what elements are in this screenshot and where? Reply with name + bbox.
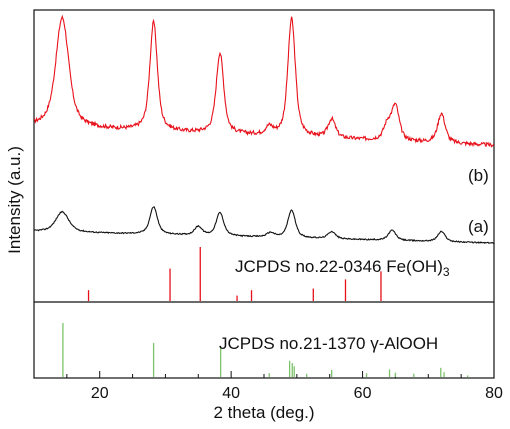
x-tick-label: 60: [354, 385, 372, 402]
x-axis-title: 2 theta (deg.): [213, 403, 314, 422]
feoh3-reference-label-subscript: 3: [443, 265, 450, 279]
x-tick-label: 80: [485, 385, 503, 402]
feoh3-reference-label: JCPDS no.22-0346 Fe(OH)3: [235, 257, 450, 279]
plot-frame: [33, 9, 495, 379]
series-label-a: (a): [468, 217, 489, 236]
feoh3-reference-label-main: JCPDS no.22-0346 Fe(OH): [235, 257, 443, 276]
x-axis-ticks: [33, 371, 495, 378]
x-axis-tick-labels: 20 40 60 80: [91, 385, 503, 402]
curve-b: [33, 14, 495, 148]
x-tick-label: 40: [222, 385, 240, 402]
curve-a: [33, 206, 495, 245]
y-axis-title: Intensity (a.u.): [5, 146, 24, 254]
reference-lines: [62, 247, 469, 377]
x-tick-label: 20: [91, 385, 109, 402]
curves: [33, 14, 495, 245]
series-label-b: (b): [468, 166, 489, 185]
alooh-reference-label: JCPDS no.21-1370 γ-AlOOH: [219, 334, 438, 353]
